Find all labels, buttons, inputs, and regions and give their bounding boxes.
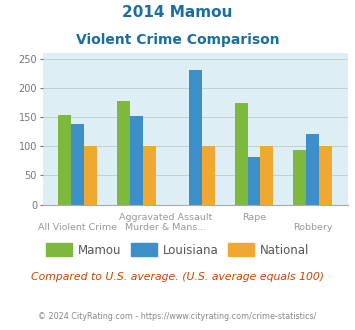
Bar [319,146,332,205]
Bar [202,146,215,205]
Text: Murder & Mans...: Murder & Mans... [125,223,207,232]
Bar [293,150,306,205]
Legend: Mamou, Louisiana, National: Mamou, Louisiana, National [41,239,314,261]
Bar [261,146,273,205]
Bar [59,115,71,205]
Text: 2014 Mamou: 2014 Mamou [122,5,233,20]
Bar [84,146,97,205]
Bar [117,101,130,205]
Text: Violent Crime Comparison: Violent Crime Comparison [76,33,279,47]
Bar [306,134,319,205]
Text: © 2024 CityRating.com - https://www.cityrating.com/crime-statistics/: © 2024 CityRating.com - https://www.city… [38,312,317,321]
Text: Aggravated Assault: Aggravated Assault [119,213,213,222]
Bar [143,146,156,205]
Bar [71,124,84,205]
Bar [247,157,261,205]
Text: Robbery: Robbery [293,223,332,232]
Text: All Violent Crime: All Violent Crime [38,223,117,232]
Bar [130,116,143,205]
Bar [189,70,202,205]
Bar [235,103,247,205]
Text: Compared to U.S. average. (U.S. average equals 100): Compared to U.S. average. (U.S. average … [31,272,324,282]
Text: Rape: Rape [242,213,266,222]
